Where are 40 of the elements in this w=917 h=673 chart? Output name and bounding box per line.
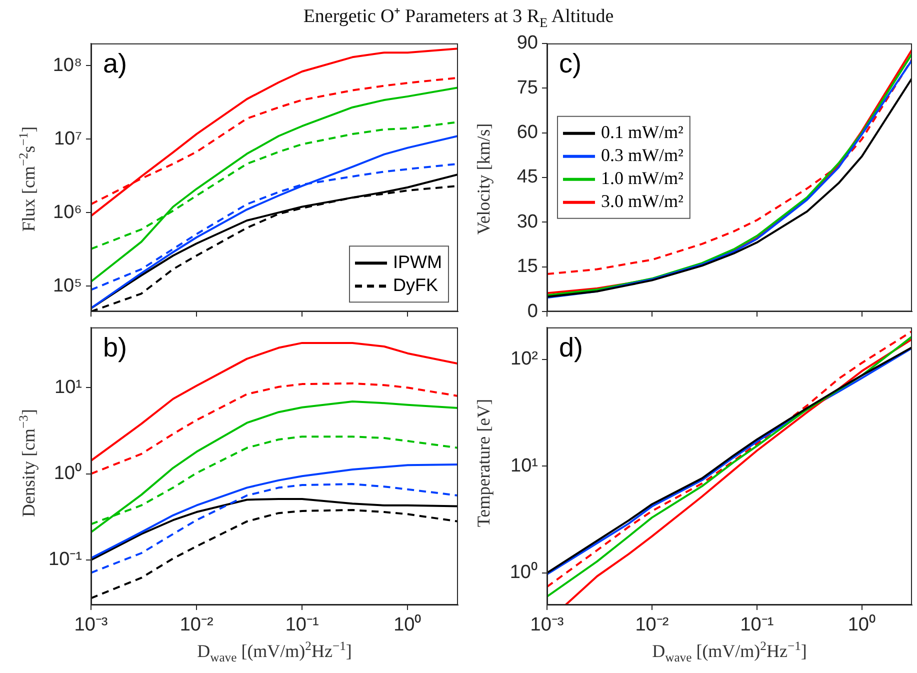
y-tick-label: 10⁻¹	[48, 549, 82, 570]
x-tick-label: 10⁻¹	[740, 614, 774, 636]
y-tick-label: 10⁰	[510, 561, 538, 584]
annotation: d)	[559, 332, 584, 362]
legend-label: DyFK	[393, 275, 438, 296]
y-tick-label: 15	[516, 256, 538, 278]
legend-label: 0.1 mW/m²	[601, 122, 684, 142]
x-tick-label: 10⁻²	[635, 614, 669, 636]
annotation: a)	[103, 48, 128, 78]
x-tick-label: 10⁻³	[530, 614, 564, 636]
annotation: c)	[559, 48, 582, 78]
y-tick-label: 10⁸	[52, 54, 82, 76]
y-tick-label: 10²	[510, 348, 538, 370]
y-tick-label: 60	[516, 122, 538, 144]
x-axis-title: D$_{wave}$ [(mV/m)$^{2}$Hz$^{−1}$]	[197, 639, 352, 666]
x-tick-label: 10⁻²	[180, 614, 214, 636]
y-tick-label: 75	[516, 77, 538, 98]
y-tick-label: 10¹	[54, 376, 82, 398]
x-tick-label: 10⁰	[848, 614, 876, 636]
y-tick-label: 10⁵	[52, 275, 82, 296]
y-tick-label: 10⁰	[54, 462, 82, 484]
y-tick-label: 10⁷	[54, 128, 82, 150]
y-axis-title: Temperature [eV]	[474, 398, 494, 528]
y-tick-label: 0	[527, 300, 538, 322]
x-axis-title: D$_{wave}$ [(mV/m)$^{2}$Hz$^{−1}$]	[652, 639, 807, 666]
y-tick-label: 10⁶	[53, 202, 82, 223]
y-tick-label: 30	[516, 211, 538, 232]
annotation: b)	[103, 332, 128, 362]
y-tick-label: 90	[516, 32, 538, 54]
x-tick-label: 10⁰	[394, 614, 422, 636]
legend-label: 0.3 mW/m²	[601, 145, 684, 166]
y-tick-label: 45	[516, 166, 538, 188]
x-tick-label: 10⁻³	[74, 614, 108, 636]
y-tick-label: 10¹	[510, 455, 538, 476]
chart-title: Energetic O⁺ Parameters at 3 R$_{E}$ Altitude	[302, 5, 615, 31]
x-tick-label: 10⁻¹	[285, 614, 319, 636]
legend-label: IPWM	[393, 252, 442, 272]
y-axis-title: Velocity [km/s]	[474, 123, 494, 235]
legend-label: 3.0 mW/m²	[601, 191, 684, 212]
legend-label: 1.0 mW/m²	[601, 168, 684, 188]
